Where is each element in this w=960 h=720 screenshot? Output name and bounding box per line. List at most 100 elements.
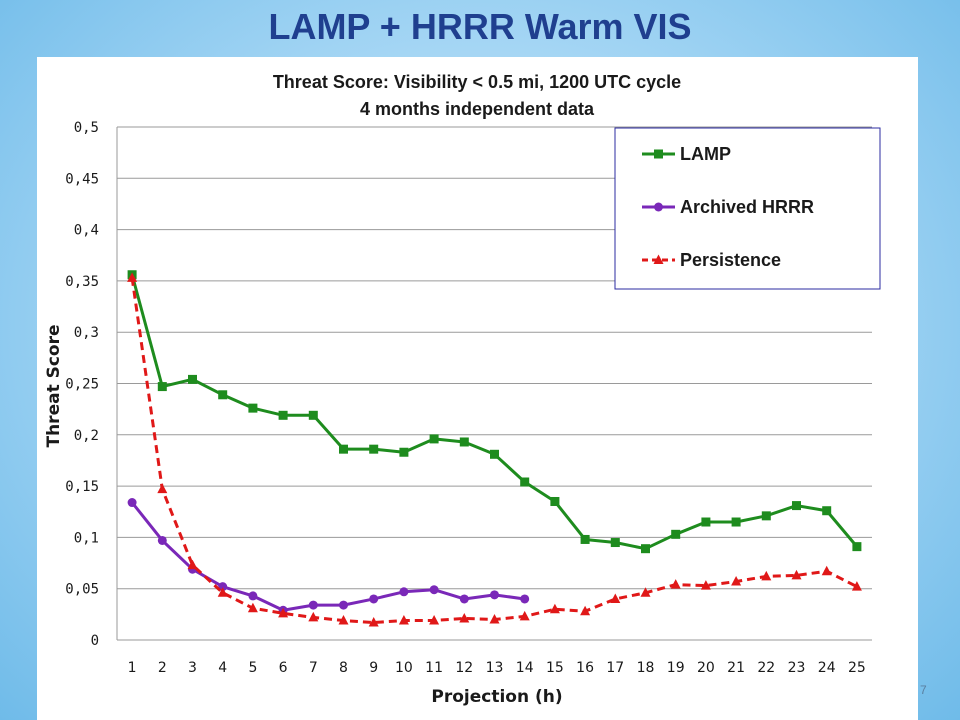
- data-point-persistence: [338, 615, 349, 625]
- data-point-lamp: [671, 529, 681, 539]
- x-tick-label: 16: [576, 660, 594, 676]
- data-point-persistence: [670, 579, 681, 589]
- data-point-persistence: [851, 581, 862, 591]
- x-tick-label: 9: [369, 660, 378, 676]
- x-tick-label: 19: [667, 660, 685, 676]
- legend-entry-persistence: Persistence: [642, 250, 781, 270]
- legend: LAMP Archived HRRR Persistence: [614, 127, 881, 290]
- x-tick-label: 18: [637, 660, 655, 676]
- x-tick-label: 23: [788, 660, 806, 676]
- data-point-persistence: [761, 570, 772, 581]
- x-tick-label: 14: [516, 660, 534, 676]
- y-tick-label: 0,2: [74, 428, 99, 444]
- data-point-lamp: [822, 506, 832, 516]
- data-point-lamp: [157, 382, 167, 392]
- legend-marker-archived-hrrr: [654, 202, 663, 212]
- data-point-persistence: [791, 569, 802, 580]
- data-point-archived-hrrr: [399, 587, 409, 597]
- data-point-lamp: [278, 410, 288, 420]
- x-tick-label: 10: [395, 660, 413, 676]
- data-point-lamp: [852, 542, 862, 552]
- data-point-persistence: [519, 610, 530, 621]
- data-point-lamp: [188, 374, 197, 384]
- legend-label-archived-hrrr: Archived HRRR: [680, 197, 814, 217]
- y-tick-label: 0,35: [65, 274, 99, 290]
- data-point-archived-hrrr: [127, 498, 137, 508]
- data-point-persistence: [489, 613, 500, 624]
- data-point-persistence: [821, 565, 832, 576]
- data-point-persistence: [549, 603, 560, 614]
- x-tick-label: 3: [188, 660, 197, 676]
- data-point-lamp: [641, 544, 650, 554]
- x-tick-label: 5: [248, 660, 257, 676]
- x-tick-label: 11: [425, 660, 443, 676]
- data-point-archived-hrrr: [429, 585, 439, 595]
- data-point-persistence: [580, 605, 591, 616]
- data-point-lamp: [761, 511, 771, 521]
- data-point-lamp: [308, 410, 318, 420]
- data-point-persistence: [368, 617, 379, 627]
- data-point-persistence: [217, 587, 228, 597]
- data-point-persistence: [247, 602, 258, 613]
- x-tick-label: 25: [848, 660, 866, 676]
- data-point-archived-hrrr: [248, 591, 258, 601]
- data-point-persistence: [459, 612, 470, 623]
- data-point-lamp: [731, 517, 741, 527]
- data-point-archived-hrrr: [308, 600, 318, 610]
- data-point-archived-hrrr: [157, 535, 167, 545]
- chart-panel: Threat Score: Visibility < 0.5 mi, 1200 …: [37, 57, 918, 720]
- x-tick-label: 20: [697, 660, 715, 676]
- data-point-archived-hrrr: [520, 594, 530, 604]
- y-tick-label: 0,25: [65, 377, 99, 393]
- x-tick-label: 6: [279, 660, 288, 676]
- data-point-persistence: [731, 576, 742, 586]
- x-tick-label: 24: [818, 660, 836, 676]
- x-tick-label: 21: [727, 660, 745, 676]
- y-tick-label: 0,5: [74, 120, 99, 136]
- y-tick-label: 0,15: [65, 479, 99, 495]
- chart-title: Threat Score: Visibility < 0.5 mi, 1200 …: [273, 72, 681, 92]
- series-lamp: [127, 270, 862, 554]
- series-archived-hrrr: [127, 498, 530, 615]
- x-tick-label: 1: [128, 660, 137, 676]
- legend-label-lamp: LAMP: [680, 144, 731, 164]
- x-tick-label: 4: [218, 660, 227, 676]
- x-tick-label: 8: [339, 660, 348, 676]
- series-line-lamp: [130, 274, 859, 551]
- legend-entry-archived-hrrr: Archived HRRR: [642, 197, 814, 217]
- legend-entry-lamp: LAMP: [642, 144, 731, 164]
- x-axis-ticks: 1 2 3 4 5 6 7 8 9 10 11 12 13 14 15 16 17 18 19 20 21 22 23 24 2…: [128, 660, 866, 676]
- y-tick-label: 0,1: [74, 530, 99, 546]
- series-persistence: [127, 272, 862, 627]
- data-point-lamp: [399, 447, 409, 457]
- data-point-lamp: [248, 403, 258, 413]
- legend-marker-persistence: [653, 254, 664, 264]
- page-number: 7: [920, 683, 927, 697]
- chart-subtitle: 4 months independent data: [360, 99, 595, 119]
- data-point-lamp: [459, 437, 469, 447]
- data-point-lamp: [339, 444, 348, 454]
- data-point-lamp: [218, 390, 228, 400]
- data-point-lamp: [490, 449, 499, 459]
- data-point-persistence: [187, 559, 198, 570]
- y-tick-label: 0,4: [74, 223, 99, 239]
- data-point-persistence: [610, 593, 621, 603]
- x-tick-label: 17: [606, 660, 624, 676]
- x-axis-label: Projection (h): [431, 687, 562, 707]
- y-axis-label: Threat Score: [44, 324, 64, 447]
- data-point-lamp: [580, 534, 590, 544]
- slide-title: LAMP + HRRR Warm VIS: [268, 6, 692, 47]
- data-point-lamp: [520, 477, 530, 487]
- series-line-archived-hrrr: [130, 501, 525, 612]
- legend-marker-lamp: [654, 149, 663, 159]
- data-point-archived-hrrr: [490, 590, 499, 600]
- x-tick-label: 13: [486, 660, 504, 676]
- y-tick-label: 0: [91, 633, 99, 649]
- data-point-persistence: [429, 615, 440, 625]
- data-point-archived-hrrr: [369, 594, 379, 604]
- series-layer: [127, 270, 862, 627]
- y-axis-ticks: 0 0,05 0,1 0,15 0,2 0,25 0,3 0,35 0,4 0,45 0,5: [65, 120, 99, 649]
- data-point-lamp: [369, 444, 379, 454]
- x-tick-label: 12: [455, 660, 473, 676]
- data-point-persistence: [278, 607, 289, 618]
